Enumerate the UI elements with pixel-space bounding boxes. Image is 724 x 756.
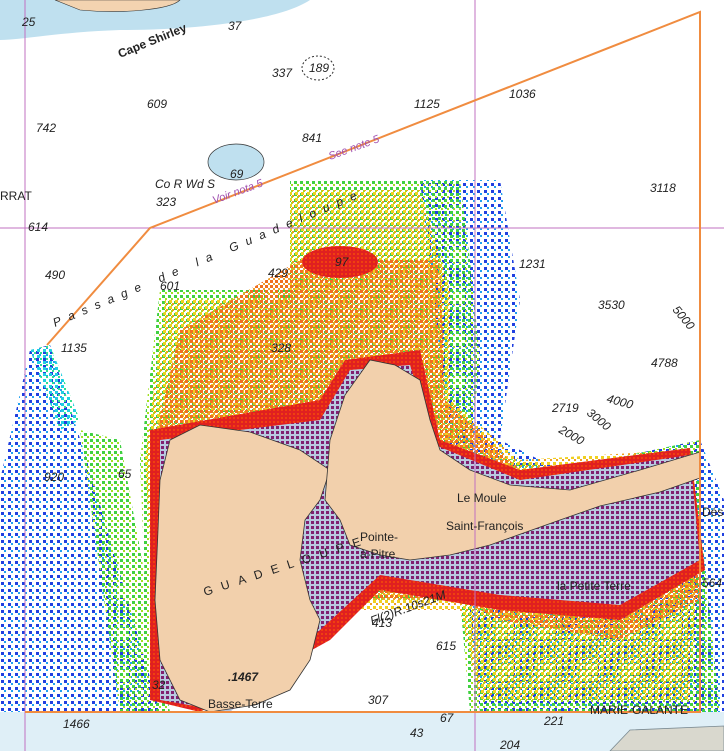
place-name: Saint-François	[446, 519, 523, 533]
sounding: 2719	[551, 401, 579, 415]
place-name: la Petite Terre	[557, 579, 631, 593]
sounding: 413	[372, 616, 392, 630]
sounding: 490	[45, 268, 65, 282]
sounding: 25	[21, 15, 36, 29]
shallow-water	[0, 712, 724, 751]
sounding: 1125	[414, 97, 440, 111]
contour-label: 4000	[605, 391, 635, 412]
sounding: 564	[702, 576, 722, 590]
sounding: 32	[152, 678, 166, 692]
land	[54, 0, 181, 12]
sounding: 43	[410, 726, 424, 740]
survey-dots	[30, 345, 80, 430]
place-name: Basse-Terre	[208, 697, 273, 711]
sounding: 429	[268, 266, 288, 280]
sounding: 37	[228, 19, 243, 33]
sounding: 4788	[651, 356, 678, 370]
shoal	[207, 143, 265, 181]
place-name: RRAT	[0, 189, 32, 203]
shallow-water	[0, 0, 310, 40]
sounding: 3530	[598, 298, 625, 312]
place-name: à-Pitre	[360, 547, 396, 561]
island-name: MARIE-GALANTE	[590, 703, 688, 717]
sounding: 614	[28, 220, 48, 234]
sounding: 1231	[519, 257, 546, 271]
sounding: 609	[147, 97, 167, 111]
note: Voir nota 5	[211, 177, 266, 207]
sounding: 337	[272, 66, 293, 80]
sounding: 65	[118, 467, 132, 481]
sounding: 323	[156, 195, 176, 209]
land-basse-terre	[154, 424, 331, 713]
sounding: 1135	[61, 341, 87, 355]
place-name: Dés	[702, 505, 723, 519]
contour-label: 3000	[584, 406, 614, 434]
sounding: 307	[368, 693, 389, 707]
sounding: 189	[309, 61, 329, 75]
place-name: Pointe-	[360, 530, 398, 544]
sounding: 1466	[63, 717, 90, 731]
survey-dots	[302, 246, 378, 278]
sounding: 1036	[509, 87, 536, 101]
place-name: Le Moule	[457, 491, 507, 505]
contour-label: 5000	[670, 303, 698, 333]
contour-label: 2000	[556, 422, 587, 448]
sounding: 221	[543, 714, 564, 728]
sounding: 3118	[650, 181, 676, 195]
sounding: 615	[436, 639, 456, 653]
shoal	[301, 55, 335, 81]
seabed-note: Co R Wd S	[155, 177, 215, 191]
sounding: 67	[440, 711, 455, 725]
spot-height: .1467	[228, 670, 259, 684]
sounding: 601	[160, 279, 180, 293]
sounding: 204	[499, 738, 520, 751]
sounding: 742	[36, 121, 56, 135]
sounding: 69	[230, 167, 244, 181]
note: See note 5	[327, 133, 382, 163]
sounding: 328	[271, 341, 291, 355]
sounding: 97	[335, 255, 350, 269]
sounding: 841	[302, 131, 322, 145]
sounding: 920	[44, 470, 64, 484]
boundary-line	[25, 10, 701, 713]
